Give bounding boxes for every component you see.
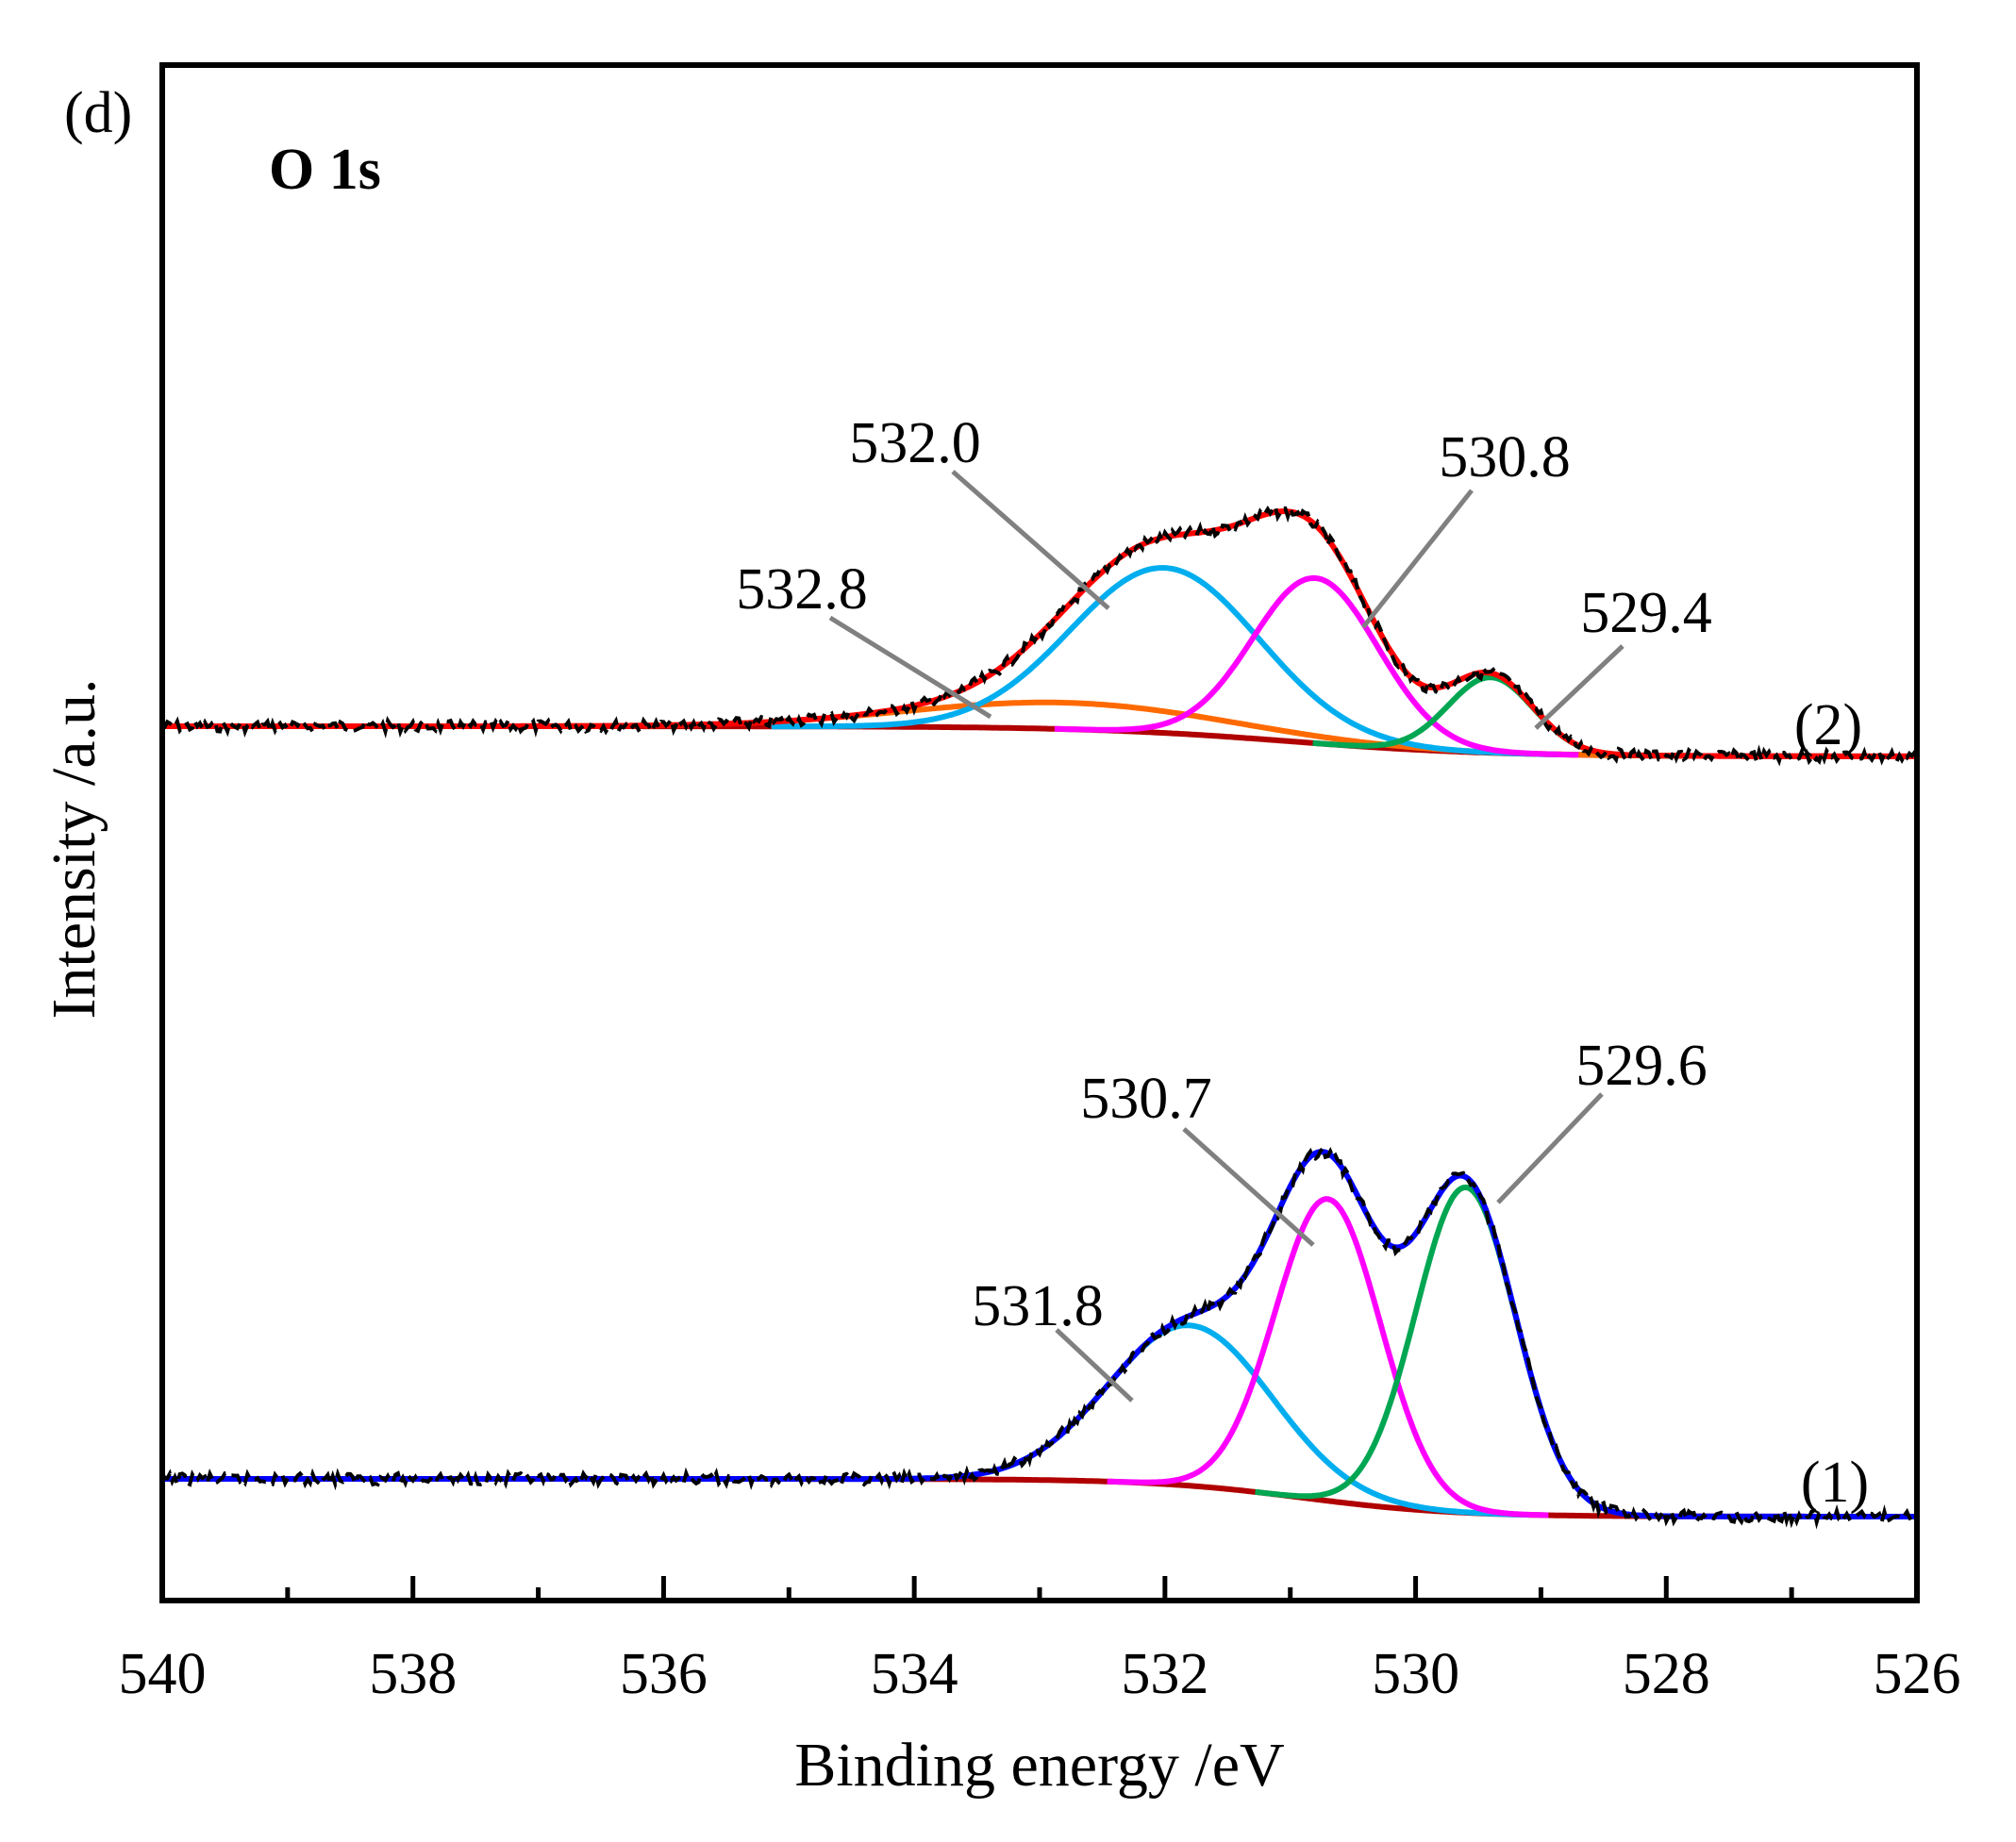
component-peak-530.8 bbox=[1054, 574, 1579, 758]
plot-frame bbox=[159, 62, 1920, 1603]
leader-line-529.6 bbox=[1496, 1092, 1604, 1204]
leader-line-532.8 bbox=[828, 615, 992, 720]
x-axis-title: Binding energy /eV bbox=[794, 1731, 1284, 1800]
x-tick-label: 536 bbox=[620, 1642, 708, 1706]
peak-label-530.7: 530.7 bbox=[1080, 1067, 1212, 1131]
peak-label-531.8: 531.8 bbox=[972, 1274, 1104, 1338]
peak-label-532.8: 532.8 bbox=[736, 557, 868, 622]
component-peak-532.0 bbox=[771, 565, 1558, 757]
raw-data bbox=[161, 502, 1919, 768]
raw-data bbox=[160, 1144, 1917, 1530]
leader-line-530.7 bbox=[1182, 1127, 1315, 1247]
component-peak-530.7 bbox=[1107, 1196, 1549, 1518]
panel-label: (d) bbox=[64, 81, 132, 145]
x-tick-label: 526 bbox=[1874, 1642, 1961, 1706]
component-peak-529.4 bbox=[1312, 674, 1670, 759]
x-tick-label: 528 bbox=[1623, 1642, 1710, 1706]
peak-label-530.8: 530.8 bbox=[1439, 425, 1571, 490]
y-axis-title: Intensity /a.u. bbox=[40, 678, 108, 1019]
leader-line-529.4 bbox=[1534, 644, 1624, 730]
background-curve bbox=[162, 1476, 1917, 1519]
series-label-2: (2) bbox=[1794, 693, 1862, 757]
series-label-1: (1) bbox=[1801, 1451, 1869, 1515]
x-tick-label: 532 bbox=[1121, 1642, 1208, 1706]
component-peak-529.6 bbox=[1255, 1184, 1674, 1519]
x-tick-label: 530 bbox=[1372, 1642, 1459, 1706]
x-tick-label: 540 bbox=[119, 1642, 207, 1706]
x-tick-label: 538 bbox=[369, 1642, 457, 1706]
leader-line-532.0 bbox=[951, 470, 1110, 610]
leader-line-531.8 bbox=[1055, 1328, 1134, 1402]
peak-label-532.0: 532.0 bbox=[849, 411, 981, 475]
x-tick-label: 534 bbox=[871, 1642, 958, 1706]
x-axis-ticks: 540 538 536 534 532 530 528 526 bbox=[119, 1576, 1961, 1706]
spectra-curves bbox=[160, 502, 1919, 1530]
peak-label-529.6: 529.6 bbox=[1575, 1034, 1708, 1098]
peak-leader-lines bbox=[828, 470, 1624, 1402]
leader-line-530.8 bbox=[1361, 489, 1474, 629]
peak-label-529.4: 529.4 bbox=[1580, 581, 1712, 645]
chart-title: O 1s bbox=[269, 138, 381, 202]
peak-labels: 532.8 532.0 530.8 529.4 531.8 530.7 529.6 bbox=[736, 411, 1712, 1338]
